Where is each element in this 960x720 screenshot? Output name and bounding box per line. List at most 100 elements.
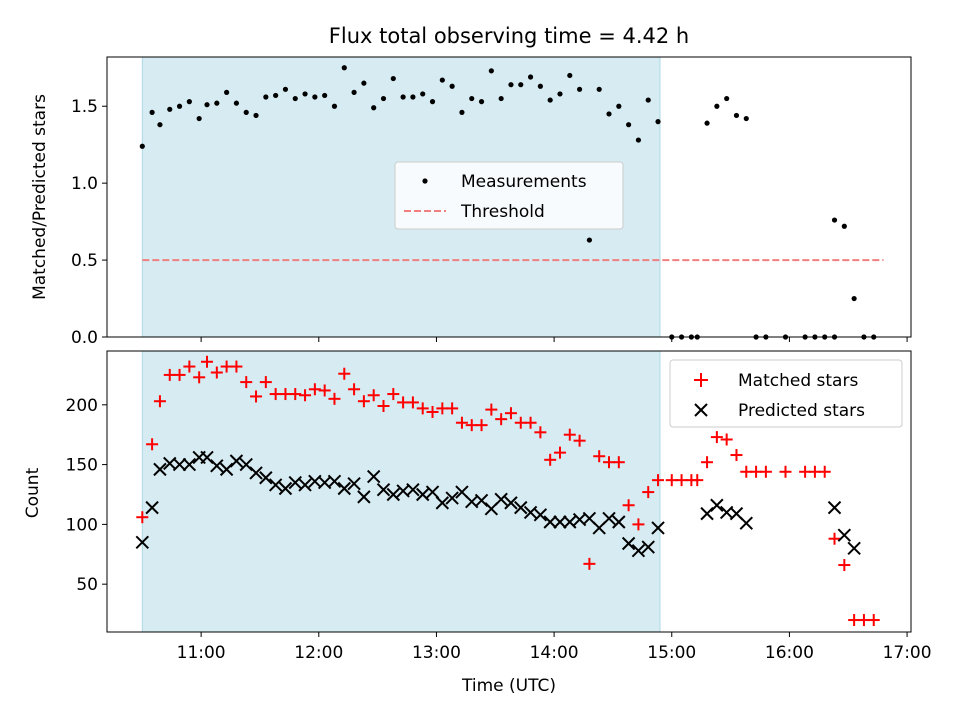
matched-star-point	[534, 426, 547, 439]
measurement-point	[743, 115, 749, 122]
predicted-star-point	[153, 462, 167, 477]
matched-star-point	[183, 360, 196, 373]
predicted-star-point	[200, 450, 214, 465]
chart-title: Flux total observing time = 4.42 h	[329, 24, 689, 48]
matched-star-point	[710, 431, 723, 444]
predicted-star-point	[357, 490, 371, 504]
top-legend-frame	[394, 161, 624, 230]
predicted-star-point	[553, 515, 567, 529]
y-tick-label: 200	[66, 396, 98, 416]
x-tick-label: 16:00	[765, 643, 814, 663]
measurement-point	[224, 89, 230, 95]
measurement-point	[157, 122, 163, 128]
measurement-point	[586, 237, 593, 243]
measurement-point	[831, 217, 838, 223]
predicted-star-point	[416, 487, 430, 502]
predicted-star-point	[145, 500, 159, 515]
measurement-point	[351, 89, 357, 95]
matched-star-point	[593, 450, 606, 463]
matched-star-point	[299, 389, 312, 402]
predicted-star-point	[602, 511, 616, 526]
predicted-star-point	[700, 506, 714, 521]
measurement-point	[322, 92, 328, 99]
measurement-point	[439, 77, 445, 83]
top-y-axis-label: Matched/Predicted stars	[30, 94, 50, 300]
measurement-point	[645, 97, 651, 103]
measurement-point	[149, 109, 155, 115]
predicted-star-point	[347, 477, 361, 491]
matched-star-point	[759, 465, 772, 478]
predicted-star-point	[278, 481, 293, 496]
matched-star-point	[573, 434, 586, 447]
matched-star-point	[250, 390, 263, 403]
x-tick-label: 15:00	[647, 643, 696, 663]
matched-star-point	[308, 383, 321, 396]
matched-star-point	[426, 405, 439, 418]
top-y-ticks: 0.0 0.5 1.0 1.5	[71, 97, 107, 348]
matched-star-point	[544, 453, 557, 466]
measurement-point	[380, 95, 387, 102]
predicted-star-point	[563, 515, 577, 529]
matched-star-point	[289, 388, 302, 401]
predicted-star-point	[847, 541, 861, 556]
measurement-point	[282, 86, 289, 92]
predicted-star-point	[435, 496, 450, 510]
matched-star-point	[136, 511, 149, 524]
matched-star-point	[259, 376, 272, 389]
predicted-star-point	[219, 462, 234, 477]
measurement-point	[498, 95, 504, 102]
matched-star-point	[622, 499, 635, 512]
matched-star-point	[485, 403, 498, 416]
predicted-star-point	[504, 496, 518, 510]
matched-star-point	[652, 474, 665, 487]
matched-star-point	[230, 360, 243, 373]
matched-star-point	[146, 438, 159, 451]
matched-star-point	[173, 368, 186, 381]
measurement-point	[478, 99, 485, 105]
matched-star-point	[201, 355, 214, 368]
matched-star-point	[691, 474, 704, 487]
measurement-point	[537, 83, 543, 89]
measurement-point	[400, 94, 406, 100]
matched-star-point	[416, 402, 429, 415]
predicted-star-point	[837, 528, 852, 542]
predicted-star-point	[474, 493, 489, 508]
measurement-point	[371, 105, 377, 111]
predicted-star-point	[259, 471, 273, 485]
matched-star-point	[524, 416, 537, 429]
x-axis-label: Time (UTC)	[461, 676, 556, 696]
predicted-star-point	[239, 457, 253, 472]
top-legend: Measurements Threshold	[394, 161, 624, 230]
x-tick-label: 11:00	[177, 643, 226, 663]
predicted-star-point	[135, 535, 150, 550]
matched-star-point	[504, 407, 517, 420]
legend-predicted-marker	[694, 403, 708, 417]
measurement-point	[302, 91, 308, 97]
legend-predicted-label: Predicted stars	[738, 401, 865, 421]
matched-star-point	[632, 518, 645, 531]
predicted-star-point	[376, 482, 391, 497]
y-tick-label: 100	[66, 515, 98, 535]
measurement-point	[176, 103, 183, 109]
measurement-point	[204, 102, 210, 108]
matched-star-point	[153, 395, 166, 408]
predicted-star-point	[337, 481, 351, 496]
legend-matched-marker	[694, 373, 708, 387]
predicted-star-point	[514, 500, 528, 515]
measurement-point	[420, 91, 426, 97]
predicted-star-point	[631, 543, 646, 558]
measurement-point	[557, 91, 563, 97]
predicted-star-point	[739, 516, 753, 530]
matched-star-point	[838, 559, 851, 572]
matched-star-point	[446, 402, 459, 415]
y-tick-label: 1.0	[71, 174, 98, 194]
matched-star-point	[377, 400, 390, 413]
measurement-point	[714, 103, 720, 109]
measurement-point	[724, 95, 730, 102]
x-tick-label: 14:00	[530, 643, 579, 663]
y-tick-label: 1.5	[71, 97, 98, 117]
matched-star-point	[193, 371, 206, 384]
legend-threshold-label: Threshold	[460, 202, 545, 222]
measurement-point	[469, 95, 475, 102]
measurement-point	[243, 109, 249, 115]
